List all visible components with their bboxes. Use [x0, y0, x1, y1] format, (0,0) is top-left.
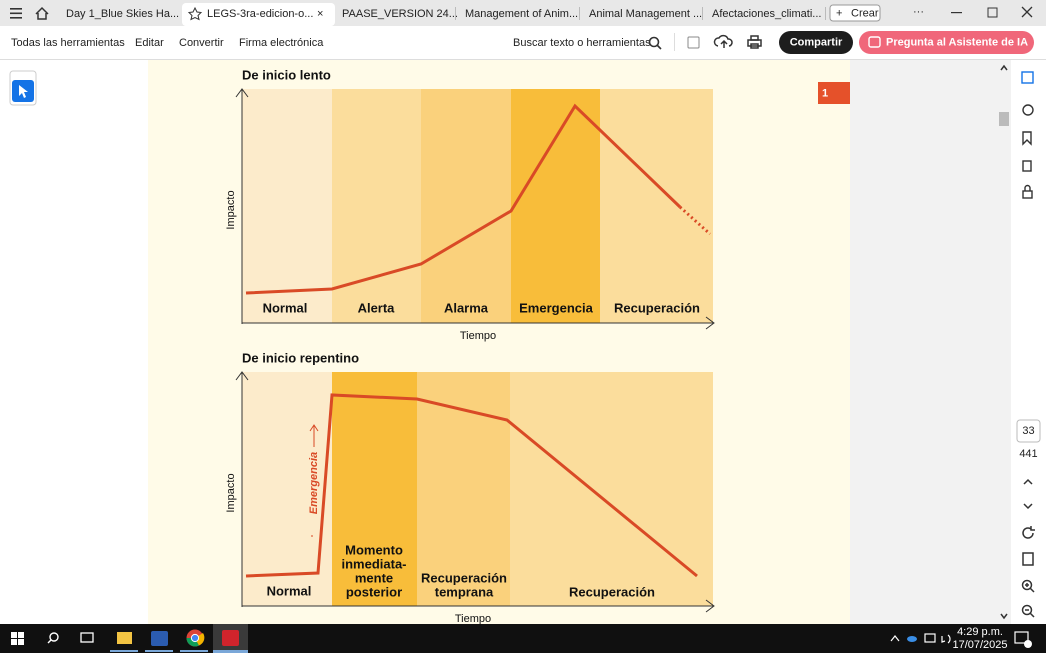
- active-tab[interactable]: [182, 3, 335, 26]
- print-icon[interactable]: [747, 35, 762, 49]
- new-tab-label[interactable]: Crear: [851, 7, 879, 19]
- app-indicator: [145, 650, 173, 652]
- left-panel: [0, 60, 148, 624]
- home-icon[interactable]: [35, 6, 49, 20]
- ai-label[interactable]: Pregunta al Asistente de IA: [886, 36, 1028, 48]
- phase-label: inmediata-: [341, 556, 406, 571]
- close-tab[interactable]: ×: [317, 8, 323, 20]
- phase-label: temprana: [435, 584, 494, 599]
- diagram-title: De inicio lento: [242, 67, 331, 82]
- phase-label: Normal: [267, 583, 312, 598]
- maximize[interactable]: [987, 7, 998, 18]
- phase-label: Momento: [345, 542, 403, 557]
- current-page[interactable]: 33: [1022, 425, 1034, 437]
- total-pages: 441: [1019, 448, 1037, 460]
- app-indicator: [213, 650, 248, 653]
- tab[interactable]: PAASE_VERSION 24...: [342, 8, 458, 20]
- toolbar-border: [0, 59, 1046, 60]
- page-badge: 1: [822, 87, 828, 99]
- star-icon[interactable]: [187, 6, 203, 21]
- phase-band: [242, 89, 332, 323]
- notifications[interactable]: [1014, 631, 1029, 644]
- phase-label: mente: [355, 570, 393, 585]
- task-view[interactable]: [80, 632, 94, 643]
- annotation: Emergencia: [308, 452, 320, 514]
- separator: [674, 33, 675, 51]
- right-sidebar: [1011, 60, 1046, 624]
- minimize[interactable]: [951, 12, 962, 14]
- search-icon[interactable]: [648, 36, 662, 50]
- upload-icon[interactable]: [713, 34, 733, 48]
- scroll-arrows[interactable]: [1000, 64, 1008, 620]
- page-badge-bg: [818, 82, 850, 104]
- tool[interactable]: Convertir: [179, 37, 224, 49]
- share-button[interactable]: [779, 31, 853, 54]
- plus: +: [836, 7, 842, 19]
- x-axis-label: Tiempo: [455, 613, 491, 625]
- scrollbar[interactable]: [998, 60, 1010, 624]
- scroll-thumb[interactable]: [999, 112, 1009, 126]
- tab-separators: [455, 7, 826, 20]
- tool[interactable]: Editar: [135, 37, 164, 49]
- sidebar-icons[interactable]: [1021, 71, 1034, 199]
- impact-line: [245, 393, 698, 578]
- menu-icon[interactable]: [10, 8, 22, 19]
- search-button[interactable]: [47, 632, 59, 644]
- more-icon[interactable]: ···: [913, 6, 924, 18]
- share-label[interactable]: Compartir: [790, 36, 843, 48]
- acrobat-icon[interactable]: [222, 630, 239, 646]
- axes: [235, 371, 715, 613]
- chrome-icon[interactable]: [186, 629, 205, 647]
- phase-band: [332, 372, 417, 606]
- tool[interactable]: Todas las herramientas: [11, 37, 125, 49]
- phase-label: Alarma: [444, 300, 489, 315]
- app-indicator: [110, 650, 138, 652]
- phase-band: [600, 89, 713, 323]
- phase-label: Recuperación: [421, 570, 507, 585]
- annotation-arrow: [309, 424, 319, 537]
- tool[interactable]: Firma electrónica: [239, 37, 324, 49]
- phase-band: [511, 89, 600, 323]
- save-icon[interactable]: [687, 36, 700, 49]
- phase-label: Recuperación: [569, 584, 655, 599]
- impact-line: [245, 103, 682, 295]
- phase-label: Normal: [263, 300, 308, 315]
- x-axis-label: Tiempo: [460, 330, 496, 342]
- impact-line-projection: [678, 205, 712, 236]
- phase-band: [510, 372, 713, 606]
- clock-time[interactable]: 4:29 p.m.: [957, 626, 1003, 638]
- phase-label: Alerta: [358, 300, 396, 315]
- new-tab-button[interactable]: [829, 4, 881, 22]
- phase-band: [421, 89, 511, 323]
- phase-label: Recuperación: [614, 300, 700, 315]
- tray-icons[interactable]: [890, 633, 951, 644]
- tab[interactable]: Afectaciones_climati...: [712, 8, 821, 20]
- tab[interactable]: LEGS-3ra-edicion-o...: [207, 8, 313, 20]
- ai-icon: [868, 36, 881, 48]
- ai-button[interactable]: [859, 31, 1034, 54]
- explorer-icon[interactable]: [117, 632, 132, 644]
- tab[interactable]: Animal Management ...: [589, 8, 702, 20]
- phase-band: [332, 89, 421, 323]
- close-window[interactable]: [1021, 6, 1033, 18]
- diagram-title: De inicio repentino: [242, 350, 359, 365]
- phase-label: Emergencia: [519, 300, 593, 315]
- notification-badge: [1024, 640, 1032, 648]
- phase-label: posterior: [346, 584, 402, 599]
- y-axis-label: Impacto: [225, 190, 237, 229]
- y-axis-label: Impacto: [225, 473, 237, 512]
- cursor-icon: [19, 85, 28, 98]
- start-button[interactable]: [11, 632, 24, 645]
- page-input[interactable]: [1016, 419, 1041, 443]
- clock-date[interactable]: 17/07/2025: [952, 639, 1007, 651]
- taskbar: [0, 624, 1046, 653]
- word-icon[interactable]: [151, 631, 168, 646]
- tab[interactable]: Day 1_Blue Skies Ha...: [66, 8, 179, 20]
- nav-icons[interactable]: [1021, 478, 1036, 618]
- search[interactable]: Buscar texto o herramientas: [513, 37, 651, 49]
- app-indicator: [180, 650, 208, 652]
- axes: [235, 88, 715, 330]
- tab[interactable]: Management of Anim...: [465, 8, 578, 20]
